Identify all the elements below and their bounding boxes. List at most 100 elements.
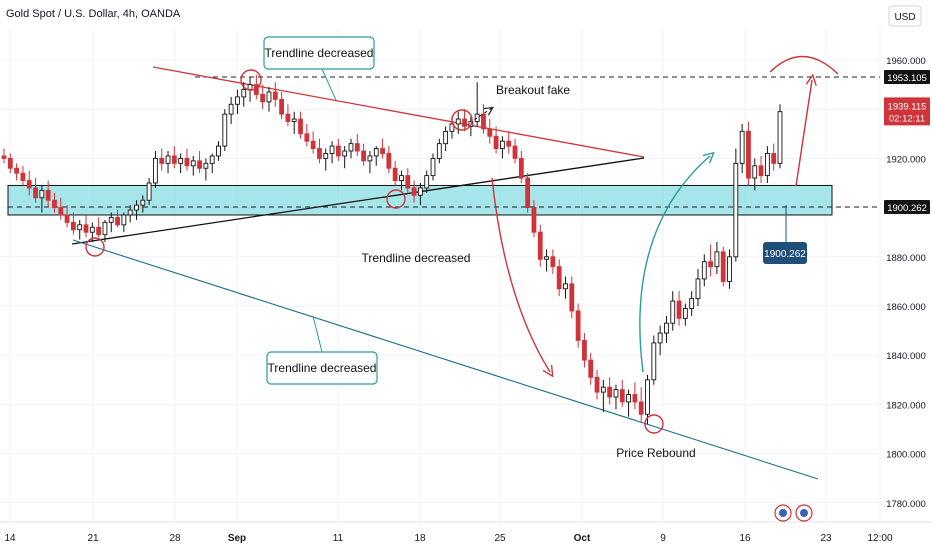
candle [638,387,644,422]
candle [651,335,657,385]
candle-body [165,155,171,164]
candle-body [14,167,20,174]
support-box-label: 1900.262 [764,249,806,260]
candle [190,155,196,176]
candle-body [134,204,139,211]
candle [146,178,152,206]
candle [304,123,310,147]
candle [298,111,303,139]
callout-trendline-top: Trendline decreased [263,36,375,101]
candle [140,195,146,213]
candle-body [310,140,316,150]
candle-body [657,332,663,344]
candle [481,104,486,134]
candle [626,389,631,417]
candle-body [405,175,411,189]
candle [317,138,322,164]
candle-body [430,157,436,177]
candle [26,170,32,196]
candle [216,141,221,161]
candle [39,185,45,213]
candle-body [474,113,480,122]
y-tick-label: 1820.000 [886,400,926,411]
chart-title: Gold Spot / U.S. Dollar, 4h, OANDA [6,8,181,20]
up-arrow-curve [639,156,710,373]
candle [689,291,695,316]
candle-body [203,162,209,169]
price-tag [884,199,930,214]
candle [424,170,430,193]
y-tick-label: 1960.000 [886,56,926,67]
candle-body [645,379,650,415]
y-tick-label: 1860.000 [886,302,926,313]
candle [550,249,556,275]
candle-body [159,157,165,164]
candle-body [272,91,278,100]
candle [310,131,316,154]
candle [632,382,638,410]
down-arrow-curve [491,177,550,372]
x-tick-label: 9 [660,533,666,544]
candle [777,104,783,169]
candle [266,87,272,112]
projection-arc [769,55,839,75]
candle [739,123,745,174]
candle-body [588,359,594,378]
black-ascending-trendline[interactable] [71,157,645,245]
candle [260,84,266,110]
currency-button[interactable] [888,5,922,27]
candle-body [20,172,26,181]
candle [752,158,758,191]
candle-body [436,143,442,159]
time-axis[interactable]: 14 21 28 Sep 11 18 25 Oct 9 16 23 12:00 [4,533,893,544]
candle-body [285,113,291,122]
candle [746,121,751,186]
candle-body [77,224,83,231]
candle-body [733,162,739,258]
candle [102,219,108,243]
candle-body [197,160,202,169]
candle [764,146,770,183]
breakout-pointer [473,108,492,121]
candle [443,126,449,152]
candle-body [241,89,247,98]
candle-body [216,145,221,157]
candle-body [33,187,38,199]
candle-body [58,207,64,216]
candle-body [746,130,751,179]
candle [354,133,360,156]
candle [14,163,20,181]
candle [500,136,505,159]
candle-body [392,167,398,181]
candle-body [127,209,133,216]
candle [506,131,512,154]
candle [405,168,411,193]
candle-body [506,140,512,147]
candle-body [594,376,600,393]
candle-body [701,261,707,280]
candle [83,214,89,238]
candle [518,151,524,183]
projection-arrow [795,80,812,187]
highlight-circle-breakout [451,109,473,131]
event-flag-icons[interactable] [774,504,813,522]
candle-body [279,98,284,115]
candle [361,143,367,166]
candle [1,148,7,164]
candle [613,384,619,410]
x-tick-label: 21 [87,533,99,544]
candle-body [411,187,417,196]
red-descending-trendline[interactable] [152,66,645,158]
candle [399,170,404,191]
candle [487,119,493,144]
candle [115,210,120,228]
candle [159,148,165,171]
candle-body [613,389,619,398]
price-tag-label: 1900.262 [887,203,927,214]
blue-descending-trendline[interactable] [72,239,819,480]
x-tick-label: 23 [820,533,832,544]
candle-body [575,310,581,341]
candle [682,303,688,326]
candle-body [26,180,32,189]
candlestick-series [1,74,783,425]
